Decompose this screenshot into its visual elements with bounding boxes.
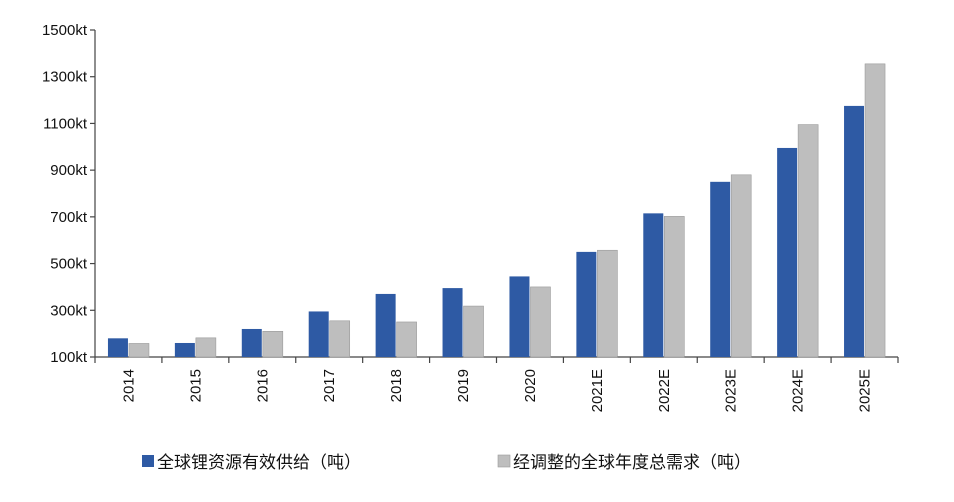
y-tick-label: 900kt	[50, 162, 88, 179]
bar-supply-2025E	[844, 105, 865, 358]
legend-label-supply: 全球锂资源有效供给（吨）	[157, 453, 361, 473]
x-tick-label: 2016	[254, 369, 271, 402]
x-tick-label: 2017	[321, 369, 338, 402]
x-tick-label: 2019	[455, 369, 472, 402]
bar-demand-2018	[396, 321, 417, 358]
bar-supply-2020	[509, 276, 530, 357]
x-tick-label: 2015	[187, 369, 204, 402]
x-tick-label: 2025E	[857, 369, 874, 412]
bar-demand-2025E	[864, 63, 886, 358]
x-tick-label: 2014	[120, 369, 137, 402]
bar-demand-2015	[195, 337, 217, 358]
bar-supply-2019	[442, 288, 463, 357]
y-tick-label: 1500kt	[42, 22, 88, 39]
bar-demand-2024E	[797, 124, 819, 358]
y-tick-label: 300kt	[50, 302, 88, 319]
y-tick-label: 1100kt	[43, 115, 88, 132]
bar-supply-2015	[174, 342, 195, 357]
bar-supply-2023E	[710, 181, 731, 357]
x-tick-label: 2018	[388, 369, 405, 402]
x-tick-label: 2021E	[589, 369, 606, 412]
bar-supply-2024E	[777, 147, 798, 357]
legend-label-demand: 经调整的全球年度总需求（吨）	[513, 453, 751, 473]
y-axis: 100kt 300kt 500kt 700kt 900kt 1100kt 1300kt 150…	[42, 22, 96, 366]
bar-supply-2017	[308, 311, 329, 357]
bar-demand-2017	[329, 320, 351, 358]
legend-swatch-demand	[497, 454, 511, 468]
x-tick-label: 2022E	[656, 369, 673, 412]
bar-demand-2020	[530, 286, 551, 358]
bar-supply-2018	[375, 293, 396, 357]
bar-demand-2019	[463, 305, 484, 358]
bar-supply-2016	[241, 328, 262, 357]
bar-demand-2016	[262, 331, 284, 358]
legend-swatch-supply	[142, 455, 154, 467]
bar-supply-2022E	[643, 213, 664, 357]
bar-demand-2022E	[663, 216, 685, 358]
bars	[107, 63, 886, 358]
x-axis: 2014 2015 2016 2017 2018 2019 2020 2021E 2022E 20…	[94, 356, 899, 412]
x-tick-label: 2023E	[723, 369, 740, 412]
legend: 全球锂资源有效供给（吨） 经调整的全球年度总需求（吨）	[142, 453, 751, 473]
y-tick-label: 100kt	[50, 349, 88, 366]
y-tick-label: 700kt	[50, 209, 88, 226]
x-tick-label: 2020	[522, 369, 539, 402]
bar-demand-2021E	[597, 249, 618, 358]
x-tick-label: 2024E	[790, 369, 807, 412]
bar-demand-2023E	[730, 174, 752, 358]
bar-demand-2014	[128, 343, 150, 358]
y-tick-label: 500kt	[50, 256, 88, 273]
bar-supply-2021E	[576, 251, 597, 357]
bar-supply-2014	[107, 338, 128, 357]
y-tick-label: 1300kt	[42, 69, 88, 86]
